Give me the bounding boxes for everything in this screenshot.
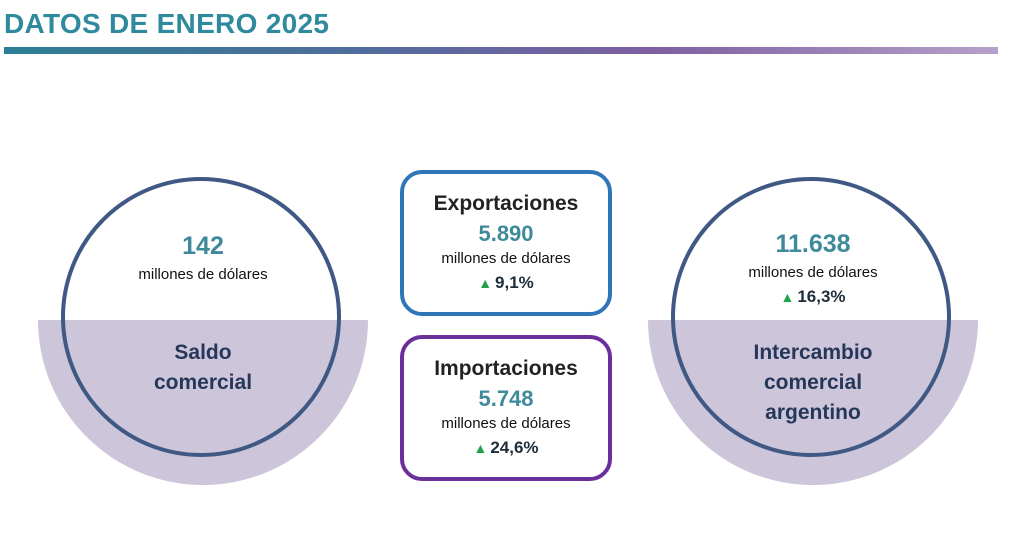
up-triangle-icon: ▲ [780,289,795,305]
exportaciones-delta: ▲ 9,1% [404,273,608,293]
importaciones-delta-value: 24,6% [490,438,539,457]
importaciones-card: Importaciones 5.748 millones de dólares … [400,335,612,481]
saldo-label: Saldo comercial [38,338,368,398]
title-divider [4,47,998,54]
intercambio-delta: ▲ 16,3% [648,287,978,307]
exportaciones-card: Exportaciones 5.890 millones de dólares … [400,170,612,316]
importaciones-unit: millones de dólares [441,415,571,432]
intercambio-label-line1: Intercambio [753,341,873,364]
saldo-label-line1: Saldo [174,341,232,364]
intercambio-value: 11.638 [775,230,851,258]
intercambio-comercial-card: 11.638 millones de dólares ▲ 16,3% Interc… [648,170,978,485]
exportaciones-value: 5.890 [478,221,534,246]
saldo-unit: millones de dólares [138,266,268,283]
importaciones-value: 5.748 [478,386,534,411]
intercambio-unit: millones de dólares [748,264,878,281]
saldo-label-line2: comercial [153,371,253,394]
saldo-ring [61,177,341,457]
importaciones-title: Importaciones [434,357,578,380]
up-triangle-icon: ▲ [478,275,493,291]
page-title: DATOS DE ENERO 2025 [4,8,330,39]
intercambio-label: Intercambio comercial argentino [648,338,978,428]
intercambio-label-line3: argentino [765,401,861,424]
intercambio-label-line2: comercial [763,371,863,394]
intercambio-ring [671,177,951,457]
exportaciones-unit: millones de dólares [441,250,571,267]
up-triangle-icon: ▲ [473,440,488,456]
exportaciones-delta-value: 9,1% [495,273,534,292]
importaciones-delta: ▲ 24,6% [404,438,608,458]
saldo-comercial-card: 142 millones de dólares Saldo comercial [38,170,368,485]
saldo-value: 142 [182,232,224,260]
exportaciones-title: Exportaciones [433,192,579,215]
intercambio-delta-value: 16,3% [797,287,846,306]
